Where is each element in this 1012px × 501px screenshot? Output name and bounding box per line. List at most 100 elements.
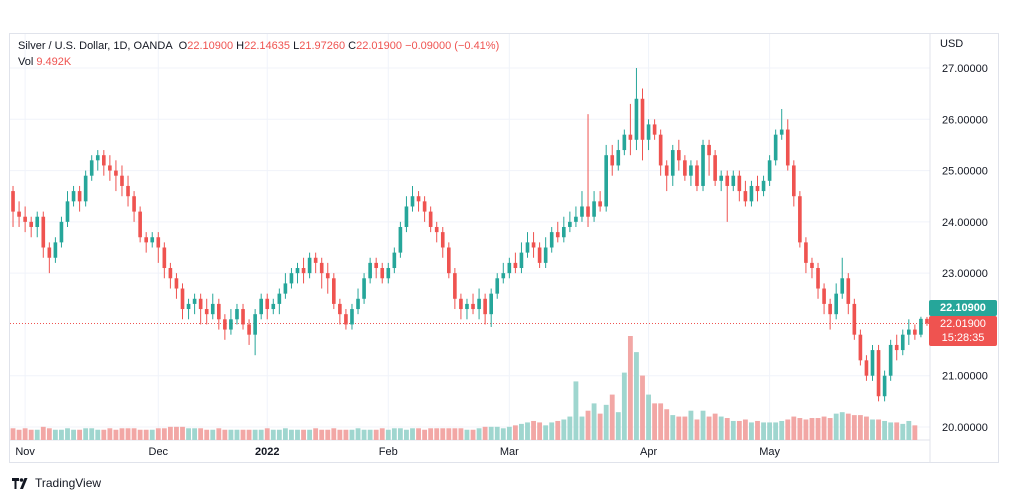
candle-body <box>41 216 46 248</box>
candle-body <box>574 216 578 222</box>
volume-bar <box>585 410 591 440</box>
volume-bar <box>34 429 40 440</box>
volume-bar <box>476 428 482 440</box>
candle-body <box>737 175 742 192</box>
volume-bar <box>167 426 173 440</box>
volume-bar <box>113 429 119 440</box>
volume-bar <box>137 429 143 440</box>
volume-bar <box>391 428 397 440</box>
y-tick-label: 27.00000 <box>942 63 988 75</box>
volume-bar <box>216 428 222 440</box>
volume-bar <box>573 381 579 440</box>
chart-area[interactable] <box>9 33 999 463</box>
candle-body <box>440 232 445 248</box>
volume-bar <box>749 422 754 440</box>
volume-bar <box>240 429 246 440</box>
volume-bar <box>101 429 107 440</box>
volume-bar <box>525 422 530 440</box>
candle-body <box>174 278 179 289</box>
candle-body <box>725 175 730 186</box>
volume-bar <box>143 429 149 440</box>
volume-bar <box>222 429 228 440</box>
candle-body <box>519 252 524 269</box>
candle-body <box>543 247 548 263</box>
candle-body <box>277 293 282 304</box>
candle-body <box>53 242 58 258</box>
volume-bar <box>755 420 760 440</box>
candle-body <box>713 155 717 181</box>
volume-bar <box>706 416 712 440</box>
volume-bar <box>22 428 28 440</box>
volume-bar <box>567 416 573 440</box>
volume-bar <box>276 429 282 440</box>
candle-body <box>362 278 366 299</box>
volume-bar <box>385 429 391 440</box>
volume-bar <box>155 428 161 440</box>
candle-body <box>792 165 796 197</box>
candle-body <box>719 175 723 181</box>
volume-bar <box>470 429 476 440</box>
volume-bar <box>40 426 46 440</box>
candle-body <box>876 350 881 397</box>
open-label: O <box>178 40 188 52</box>
x-tick-label: Feb <box>379 446 398 458</box>
candle-body <box>235 309 239 320</box>
volume-bar <box>603 404 609 440</box>
candle-body <box>477 298 481 310</box>
candle-body <box>610 155 615 166</box>
volume-bar <box>89 428 95 440</box>
volume-bar <box>724 418 730 440</box>
candle-body <box>489 293 493 315</box>
volume-bar <box>845 413 851 440</box>
volume-bar <box>821 416 827 440</box>
candle-body <box>779 129 784 135</box>
candle-body <box>271 303 276 310</box>
volume-bar <box>397 428 403 440</box>
candle-body <box>23 216 27 222</box>
x-tick-label: Nov <box>15 446 35 458</box>
candle-body <box>773 134 778 161</box>
candle-body <box>731 175 736 186</box>
candle-body <box>913 329 917 335</box>
candle-body <box>749 185 754 202</box>
candle-body <box>180 288 185 310</box>
candle-body <box>640 98 645 140</box>
candle-body <box>65 201 70 222</box>
candle-body <box>356 298 360 310</box>
tradingview-logo[interactable]: TradingView <box>12 476 101 490</box>
price-badge-last: 22.01900 15:28:35 <box>929 316 997 346</box>
volume-bar <box>833 413 839 440</box>
volume-bar <box>857 415 863 440</box>
candle-body <box>283 283 288 294</box>
volume-bar <box>579 416 585 440</box>
volume-bar <box>912 425 918 440</box>
candle-body <box>325 273 330 279</box>
volume-bar <box>785 419 791 440</box>
volume-bar <box>791 416 797 440</box>
volume-bar <box>373 429 379 440</box>
volume-bar <box>307 429 313 440</box>
candle-body <box>126 185 130 197</box>
price-badge-high: 22.10900 <box>929 300 997 316</box>
volume-bar <box>500 428 506 440</box>
volume-bar <box>779 420 785 440</box>
volume-bar <box>186 428 191 440</box>
candle-body <box>501 273 506 279</box>
symbol-title[interactable]: Silver / U.S. Dollar, 1D, OANDA <box>18 40 173 52</box>
high-label: H <box>236 40 245 52</box>
volume-bar <box>119 428 125 440</box>
candle-body <box>447 247 451 274</box>
currency-unit[interactable]: USD <box>940 38 964 50</box>
volume-bar <box>876 419 881 440</box>
candle-body <box>229 319 233 330</box>
candle-body <box>513 262 518 269</box>
volume-bar <box>198 428 204 440</box>
candle-body <box>900 334 905 351</box>
volume-bar <box>59 429 64 440</box>
candle-body <box>338 303 342 315</box>
volume-bar <box>161 428 167 440</box>
candle-body <box>168 268 173 279</box>
candle-body <box>307 257 312 274</box>
volume-bar <box>252 429 258 440</box>
